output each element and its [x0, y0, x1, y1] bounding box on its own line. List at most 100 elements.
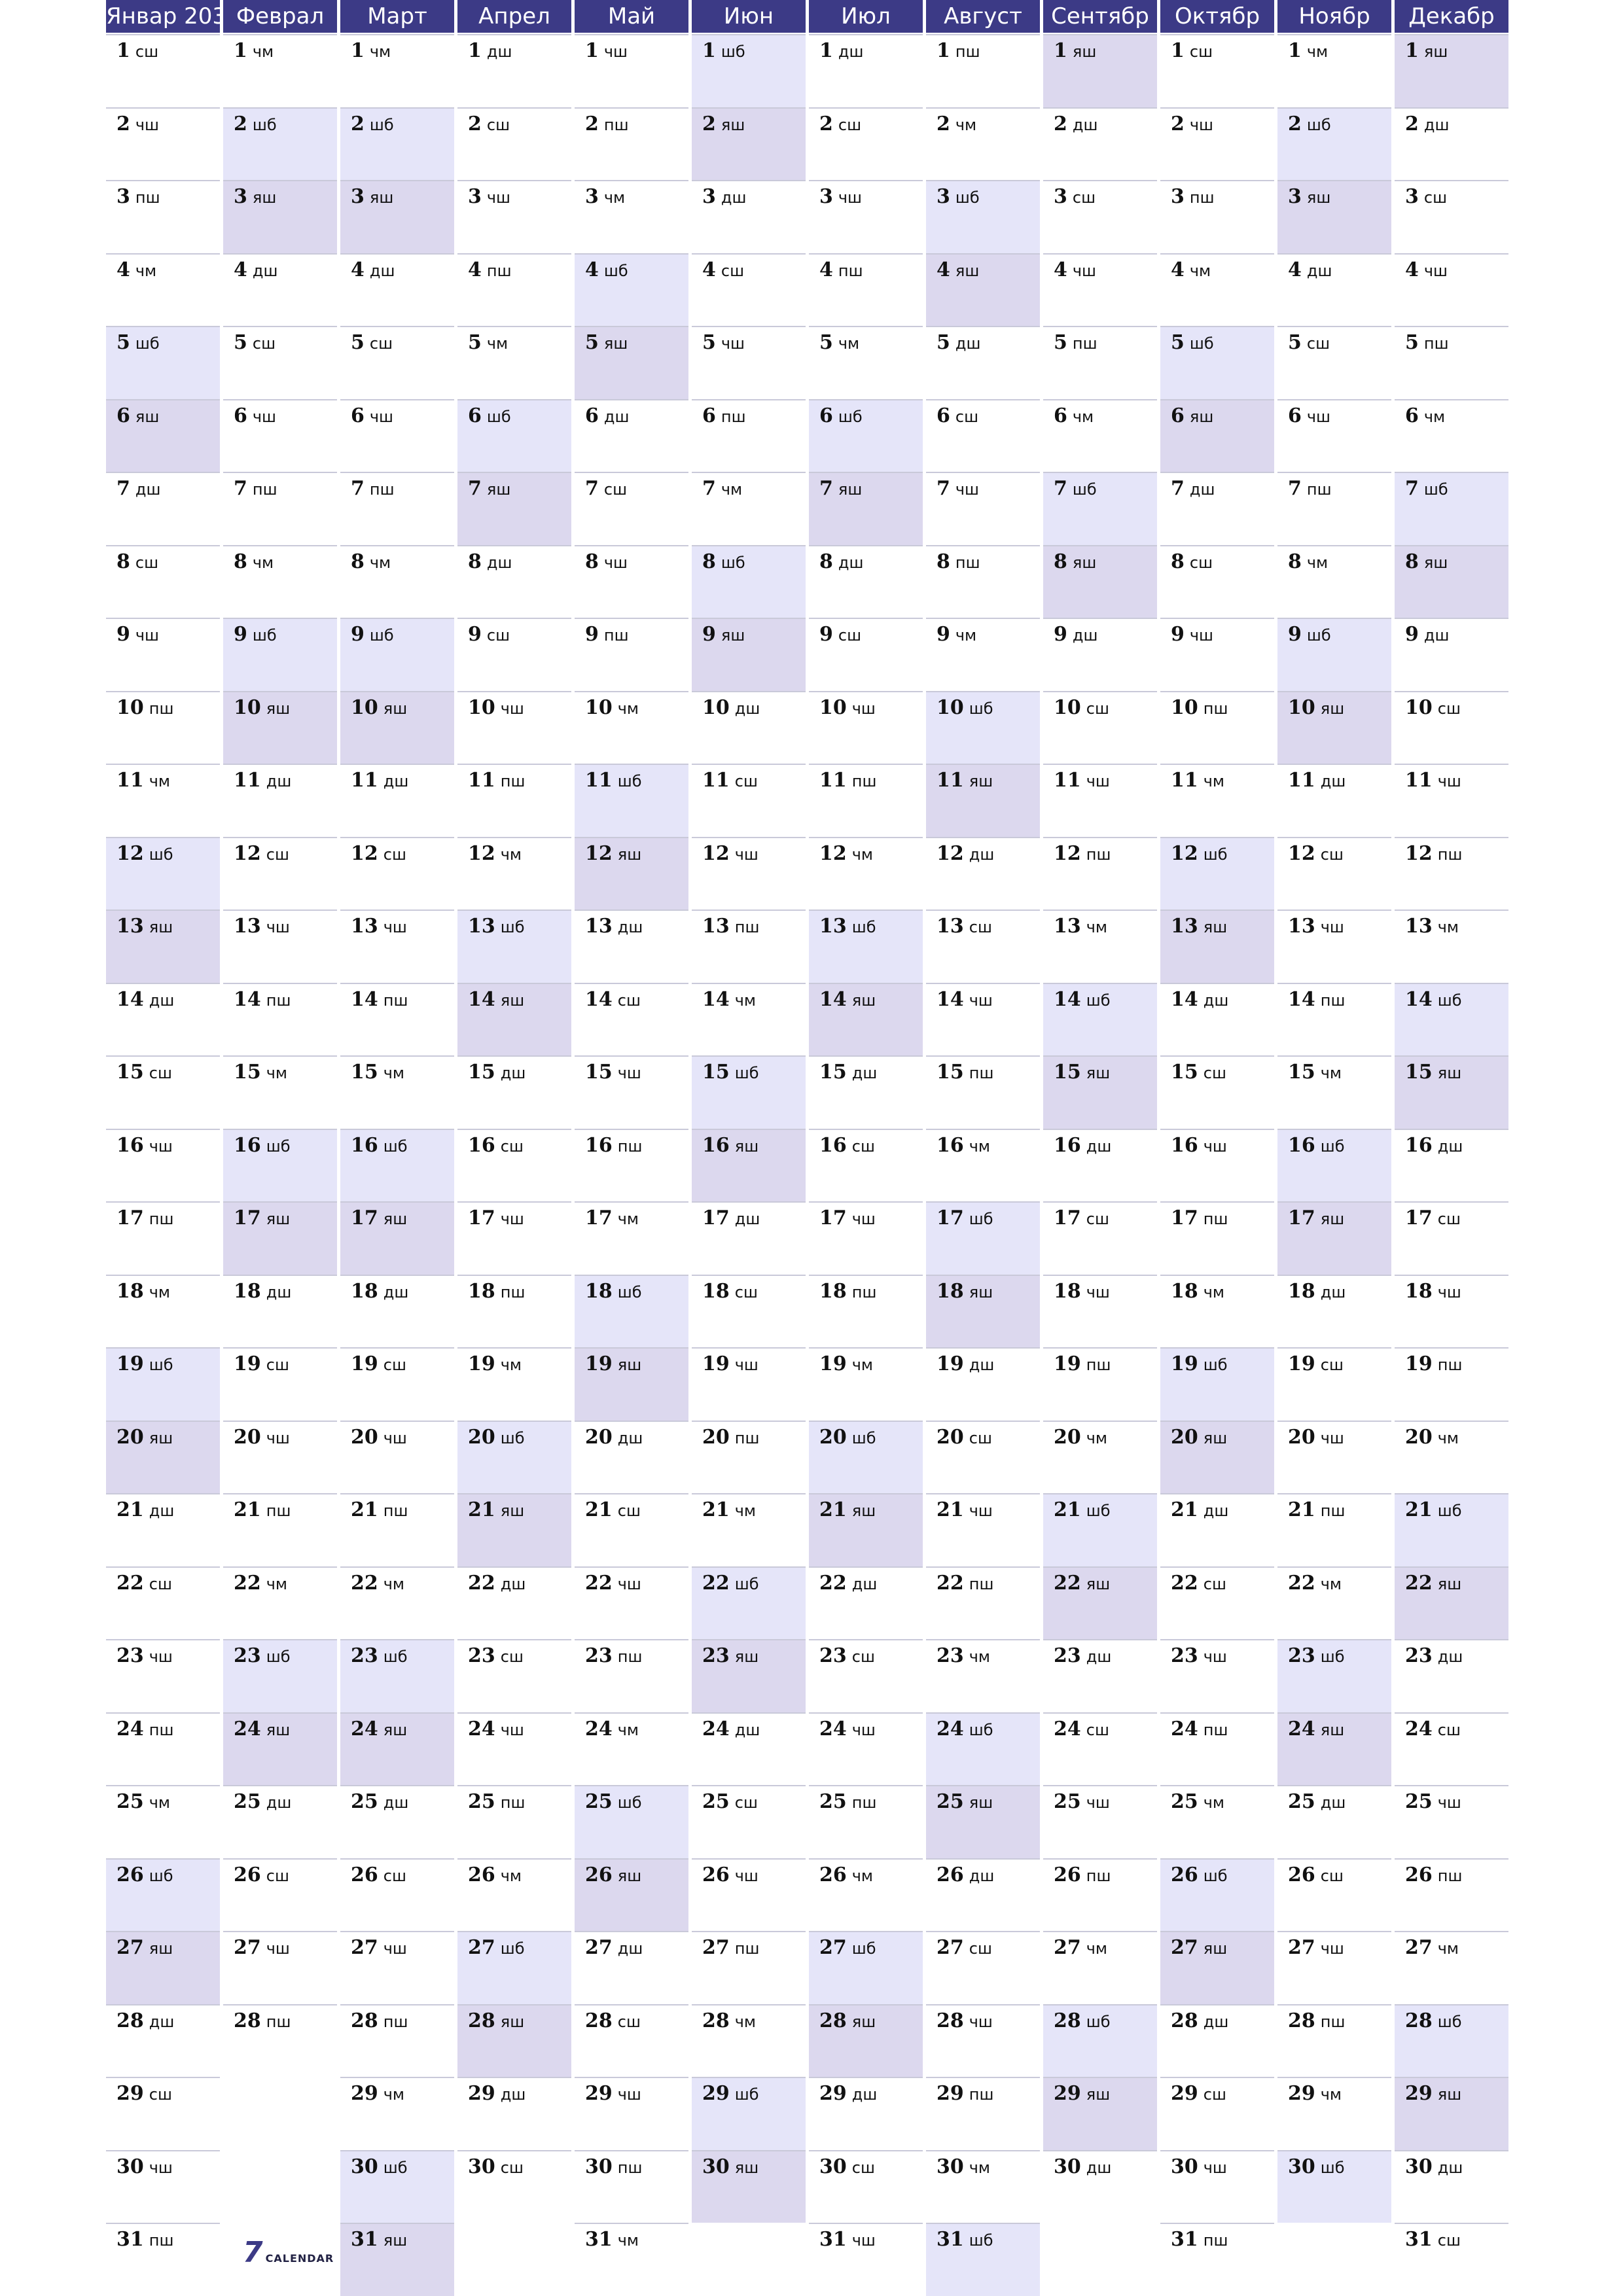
day-entry: 3 пш [1171, 185, 1215, 208]
day-cell: 22 сш [106, 1566, 220, 1640]
day-entry: 12 дш [936, 842, 994, 865]
day-entry: 19 чм [468, 1352, 522, 1375]
day-cell: 7 шб [1395, 472, 1508, 545]
day-entry: 8 чм [234, 550, 274, 573]
weekday-abbr: сш [369, 334, 393, 353]
weekday-abbr: сш [851, 2158, 875, 2177]
day-number: 27 [468, 1936, 495, 1959]
weekday-abbr: яш [369, 188, 394, 207]
weekday-abbr: яш [603, 334, 628, 353]
day-entry: 2 дш [1405, 113, 1449, 135]
day-cell: 17 сш [1395, 1201, 1508, 1275]
day-number: 15 [585, 1061, 613, 1084]
weekday-abbr: яш [1423, 553, 1448, 572]
day-entry: 2 дш [1054, 113, 1097, 135]
weekday-abbr: пш [1203, 699, 1228, 718]
weekday-abbr: яш [1203, 1428, 1228, 1447]
day-number: 14 [116, 987, 144, 1011]
day-entry: 1 чм [1288, 39, 1328, 62]
day-entry: 6 шб [819, 404, 863, 427]
day-cell: 21 пш [1277, 1493, 1391, 1566]
weekday-abbr: пш [851, 1282, 877, 1301]
day-number: 14 [234, 987, 261, 1011]
day-cell: 23 шб [1277, 1639, 1391, 1712]
weekday-abbr: сш [1306, 334, 1330, 353]
day-number: 28 [585, 2009, 613, 2032]
day-cell: 15 дш [809, 1055, 923, 1129]
day-number: 28 [116, 2009, 144, 2032]
weekday-abbr: яш [1320, 1720, 1345, 1739]
day-number: 8 [936, 550, 950, 573]
day-cell: 1 дш [809, 34, 923, 107]
weekday-abbr: дш [1086, 1648, 1112, 1666]
day-number: 20 [1288, 1425, 1315, 1449]
day-number: 14 [702, 987, 730, 1011]
weekday-abbr: чм [617, 2231, 639, 2250]
day-entry: 12 сш [351, 842, 406, 865]
day-cell: 27 чш [223, 1931, 337, 2004]
day-number: 22 [468, 1571, 495, 1595]
weekday-abbr: чш [969, 2012, 993, 2031]
day-cell: 12 дш [926, 836, 1040, 910]
day-cell: 16 чш [106, 1128, 220, 1202]
day-number: 29 [116, 2082, 144, 2105]
day-entry: 11 дш [234, 769, 291, 792]
day-number: 3 [1405, 185, 1419, 208]
day-entry: 22 чм [1288, 1572, 1342, 1595]
day-entry: 24 сш [1405, 1718, 1461, 1740]
day-cell: 17 яш [223, 1201, 337, 1275]
day-entry: 27 шб [468, 1936, 525, 1959]
day-entry: 15 яш [1054, 1061, 1110, 1084]
day-number: 25 [351, 1790, 378, 1813]
day-number: 17 [234, 1207, 261, 1229]
day-number: 14 [819, 987, 847, 1011]
day-number: 13 [1405, 915, 1433, 938]
weekday-abbr: пш [851, 772, 877, 790]
day-number: 16 [351, 1133, 378, 1157]
day-entry: 19 сш [351, 1352, 406, 1375]
day-number: 4 [351, 258, 365, 281]
day-number: 12 [1405, 841, 1433, 865]
weekday-abbr: яш [617, 1356, 642, 1374]
weekday-abbr: дш [851, 1574, 878, 1593]
day-cell: 24 сш [1043, 1712, 1157, 1786]
day-number: 9 [1054, 623, 1067, 646]
day-number: 26 [936, 1863, 964, 1886]
day-entry: 10 чм [585, 696, 639, 719]
day-number: 14 [1288, 987, 1315, 1011]
day-cell: 28 дш [106, 2004, 220, 2077]
weekday-abbr: чш [851, 699, 876, 718]
day-number: 11 [1288, 769, 1315, 792]
weekday-abbr: чм [1072, 407, 1094, 426]
day-entry: 30 дш [1054, 2155, 1111, 2178]
weekday-abbr: сш [1437, 1210, 1461, 1228]
day-entry: 1 яш [1405, 39, 1448, 62]
day-cell: 5 пш [1043, 326, 1157, 399]
day-cell: 5 чм [457, 326, 571, 399]
day-number: 27 [1405, 1936, 1433, 1959]
day-entry: 9 шб [1288, 623, 1331, 646]
day-cell: 25 шб [575, 1785, 688, 1858]
day-entry: 16 шб [234, 1134, 291, 1157]
day-number: 11 [1405, 769, 1433, 792]
day-entry: 24 чш [468, 1718, 524, 1740]
weekday-abbr: пш [500, 1282, 526, 1301]
day-cell: 1 пш [926, 34, 1040, 107]
weekday-abbr: чм [969, 1648, 991, 1666]
day-number: 13 [1288, 915, 1315, 938]
day-cell: 16 шб [1277, 1128, 1391, 1201]
weekday-abbr: чш [1203, 1648, 1227, 1666]
day-number: 26 [819, 1863, 847, 1886]
day-number: 29 [1405, 2082, 1433, 2105]
day-cell: 24 яш [223, 1712, 337, 1785]
day-entry: 16 чш [1171, 1134, 1227, 1157]
weekday-abbr: чм [149, 772, 171, 790]
day-entry: 7 пш [1288, 477, 1332, 500]
day-entry: 29 яш [1405, 2082, 1461, 2105]
day-number: 26 [116, 1863, 144, 1886]
day-number: 17 [351, 1207, 378, 1229]
weekday-abbr: чм [1306, 553, 1329, 572]
day-cell: 3 дш [692, 180, 806, 253]
weekday-abbr: шб [1320, 2158, 1345, 2177]
